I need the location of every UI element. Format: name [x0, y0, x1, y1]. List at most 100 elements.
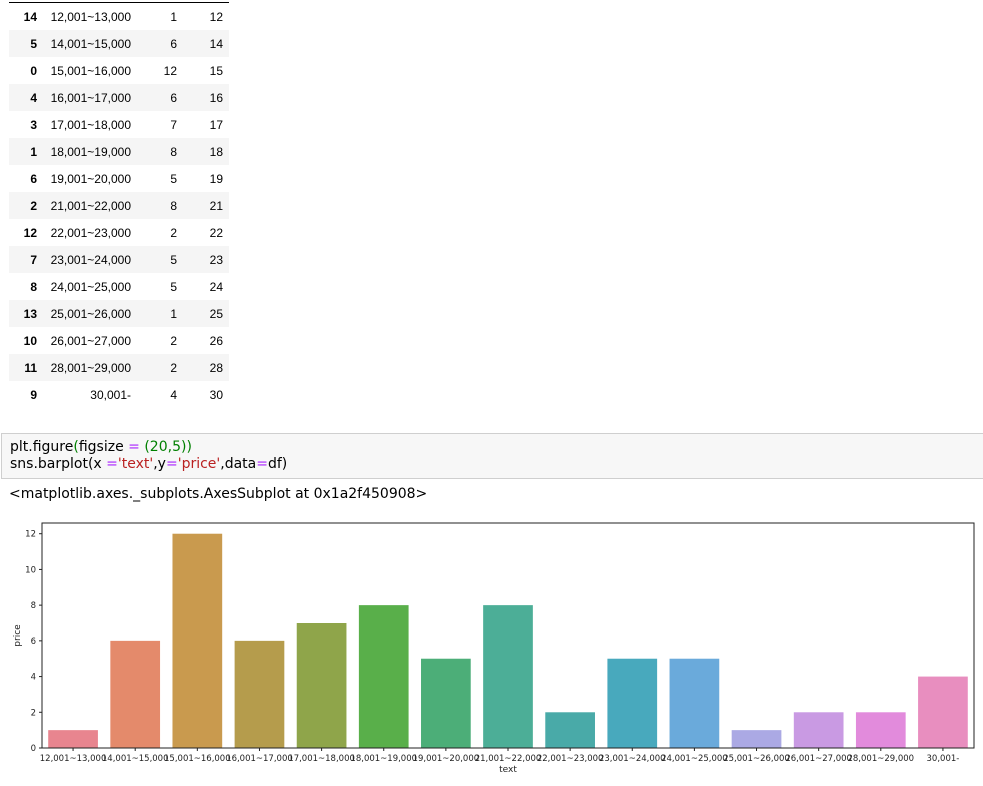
- table-header-row: [9, 0, 229, 3]
- table-cell-price: 4: [139, 381, 181, 408]
- table-cell-price: 8: [139, 138, 181, 165]
- y-axis-label: price: [13, 624, 23, 647]
- table-row: 11 28,001~29,000 2 28: [9, 354, 229, 381]
- table-cell-min: 30: [181, 381, 229, 408]
- table-cell-index: 3: [9, 111, 41, 138]
- code-line-1: plt.figure(figsize = (20,5)): [10, 439, 192, 455]
- bar: [731, 730, 782, 748]
- table-cell-text: 22,001~23,000: [41, 219, 139, 246]
- table-cell-text: 21,001~22,000: [41, 192, 139, 219]
- table-cell-min: 19: [181, 165, 229, 192]
- code-cell[interactable]: plt.figure(figsize = (20,5)) sns.barplot…: [1, 433, 983, 479]
- table-cell-min: 15: [181, 57, 229, 84]
- table-cell-text: 16,001~17,000: [41, 84, 139, 111]
- code-line-2: sns.barplot(x ='text',y='price',data=df): [10, 456, 288, 472]
- table-row: 8 24,001~25,000 5 24: [9, 273, 229, 300]
- table-cell-price: 6: [139, 84, 181, 111]
- bar: [855, 712, 906, 748]
- bar: [358, 605, 409, 748]
- x-tick-label: 16,001~17,000: [226, 754, 293, 764]
- bar-chart: 12,001~13,00014,001~15,00015,001~16,0001…: [13, 522, 975, 775]
- table-cell-index: 7: [9, 246, 41, 273]
- x-tick-label: 24,001~25,000: [661, 754, 728, 764]
- table-cell-min: 16: [181, 84, 229, 111]
- bar: [793, 712, 844, 748]
- table-cell-min: 17: [181, 111, 229, 138]
- bar: [483, 605, 533, 748]
- x-tick-label: 15,001~16,000: [164, 754, 231, 764]
- table-cell-price: 12: [139, 57, 181, 84]
- bar: [172, 533, 223, 748]
- bar: [296, 623, 347, 748]
- table-cell-index: 6: [9, 165, 41, 192]
- table-cell-index: 14: [9, 2, 41, 30]
- table-cell-price: 7: [139, 111, 181, 138]
- table-cell-index: 8: [9, 273, 41, 300]
- y-tick-label: 10: [25, 565, 36, 575]
- table-cell-min: 18: [181, 138, 229, 165]
- bar: [607, 658, 658, 748]
- table-cell-index: 12: [9, 219, 41, 246]
- x-tick-label: 25,001~26,000: [723, 754, 790, 764]
- table-row: 12 22,001~23,000 2 22: [9, 219, 229, 246]
- x-tick-label: 26,001~27,000: [785, 754, 852, 764]
- table-cell-text: 18,001~19,000: [41, 138, 139, 165]
- table-cell-min: 21: [181, 192, 229, 219]
- table-row: 4 16,001~17,000 6 16: [9, 84, 229, 111]
- table-cell-price: 2: [139, 354, 181, 381]
- table-row: 0 15,001~16,000 12 15: [9, 57, 229, 84]
- table-cell-price: 2: [139, 219, 181, 246]
- x-tick-label: 14,001~15,000: [102, 754, 169, 764]
- bar: [110, 640, 161, 748]
- table-cell-min: 14: [181, 30, 229, 57]
- x-tick-label: 30,001-: [927, 754, 960, 764]
- x-tick-label: 12,001~13,000: [40, 754, 107, 764]
- table-cell-price: 6: [139, 30, 181, 57]
- table-cell-min: 28: [181, 354, 229, 381]
- x-tick-label: 19,001~20,000: [413, 754, 480, 764]
- table-cell-min: 25: [181, 300, 229, 327]
- table-cell-price: 5: [139, 273, 181, 300]
- table-row: 7 23,001~24,000 5 23: [9, 246, 229, 273]
- x-tick-label: 18,001~19,000: [350, 754, 417, 764]
- bar: [48, 730, 98, 748]
- table-cell-index: 9: [9, 381, 41, 408]
- x-tick-label: 17,001~18,000: [288, 754, 355, 764]
- table-cell-price: 8: [139, 192, 181, 219]
- table-row: 1 18,001~19,000 8 18: [9, 138, 229, 165]
- x-tick-label: 22,001~23,000: [537, 754, 604, 764]
- bar: [421, 658, 471, 748]
- table-cell-index: 0: [9, 57, 41, 84]
- y-tick-label: 0: [31, 744, 36, 754]
- table-cell-text: 15,001~16,000: [41, 57, 139, 84]
- table-row: 2 21,001~22,000 8 21: [9, 192, 229, 219]
- table-cell-price: 5: [139, 246, 181, 273]
- table-cell-price: 5: [139, 165, 181, 192]
- table-cell-index: 10: [9, 327, 41, 354]
- table-cell-text: 28,001~29,000: [41, 354, 139, 381]
- table-row: 3 17,001~18,000 7 17: [9, 111, 229, 138]
- table-row: 9 30,001- 4 30: [9, 381, 229, 408]
- table-cell-text: 19,001~20,000: [41, 165, 139, 192]
- table-cell-text: 25,001~26,000: [41, 300, 139, 327]
- table-cell-min: 24: [181, 273, 229, 300]
- table-cell-min: 23: [181, 246, 229, 273]
- table-row: 5 14,001~15,000 6 14: [9, 30, 229, 57]
- cell-output-text: <matplotlib.axes._subplots.AxesSubplot a…: [9, 486, 428, 502]
- table-cell-text: 23,001~24,000: [41, 246, 139, 273]
- table-cell-index: 4: [9, 84, 41, 111]
- table-cell-price: 1: [139, 2, 181, 30]
- x-axis-label: text: [499, 765, 517, 775]
- table-cell-text: 30,001-: [41, 381, 139, 408]
- table-cell-text: 12,001~13,000: [41, 2, 139, 30]
- y-tick-label: 8: [31, 601, 36, 611]
- y-tick-label: 2: [31, 708, 36, 718]
- table-cell-text: 24,001~25,000: [41, 273, 139, 300]
- table-cell-price: 1: [139, 300, 181, 327]
- bar: [918, 676, 968, 748]
- y-tick-label: 12: [25, 530, 36, 540]
- table-cell-text: 17,001~18,000: [41, 111, 139, 138]
- table-cell-min: 12: [181, 2, 229, 30]
- table-cell-index: 1: [9, 138, 41, 165]
- table-row: 6 19,001~20,000 5 19: [9, 165, 229, 192]
